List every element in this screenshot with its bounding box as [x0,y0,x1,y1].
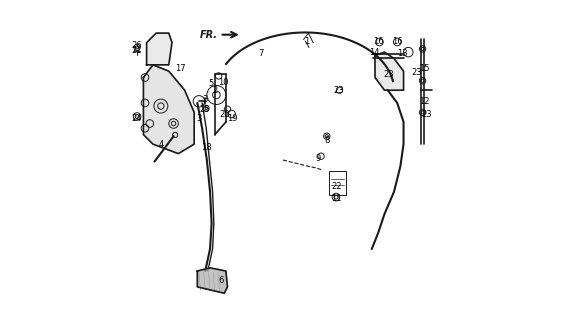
Polygon shape [147,33,172,65]
Text: 12: 12 [419,97,430,106]
Text: 18: 18 [201,143,212,152]
Text: 3: 3 [196,114,201,123]
Text: 22: 22 [332,182,342,191]
Text: 11: 11 [331,194,341,203]
Text: 21: 21 [131,46,142,55]
Text: 23: 23 [421,109,432,118]
Text: 4: 4 [158,140,164,148]
Text: 7: 7 [258,49,264,58]
Text: 16: 16 [373,36,384,45]
Text: 17: 17 [175,63,186,73]
Text: 20: 20 [220,109,230,118]
Text: 13: 13 [397,49,408,58]
Text: 19: 19 [227,114,238,123]
Text: 2: 2 [212,86,217,95]
Text: FR.: FR. [200,30,218,40]
Text: 25: 25 [199,105,209,114]
Polygon shape [198,268,228,293]
Text: 14: 14 [369,48,380,57]
Text: 3: 3 [203,95,208,104]
Polygon shape [143,65,194,154]
Text: 23: 23 [411,68,422,77]
Text: 16: 16 [393,36,403,45]
Text: 1: 1 [304,36,310,45]
Text: 15: 15 [419,63,430,73]
Text: 6: 6 [218,276,224,285]
Text: 5: 5 [209,79,214,88]
Text: 8: 8 [324,136,329,146]
Text: 24: 24 [131,114,142,123]
Bar [329,171,346,195]
Text: 26: 26 [131,41,142,50]
Text: 23: 23 [333,86,344,95]
Text: 10: 10 [218,78,229,87]
Text: 23: 23 [384,70,395,79]
Polygon shape [375,52,404,90]
Text: 9: 9 [316,154,321,163]
